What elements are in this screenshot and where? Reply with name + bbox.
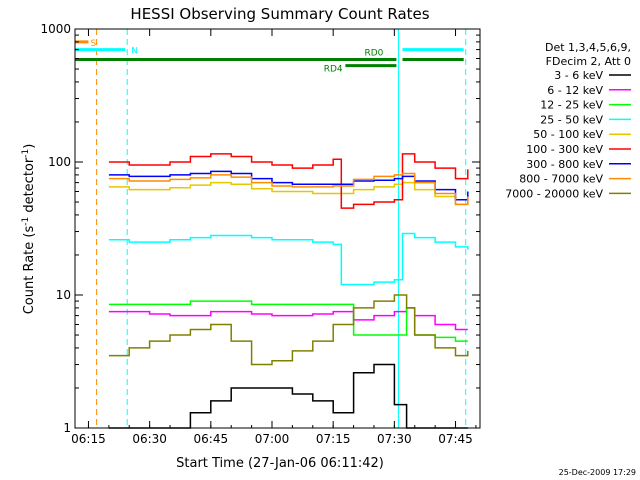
y-tick-label-0: 1 [63,421,71,435]
axis-ticks: 06:15 06:30 06:45 07:00 07:15 07:30 07:45 1 10 10… [40,22,480,446]
chart-title: HESSI Observing Summary Count Rates [130,5,429,23]
legend-label-7: 800 - 7000 keV [519,173,603,186]
series-line-5 [108,153,469,209]
y-axis-label: Count Rate (s-1 detector-1) [21,144,37,315]
plot-area: S N RD0 RD4 [74,29,469,429]
y-tick-label-2: 100 [48,155,71,169]
state-label-rd0: RD0 [364,48,383,58]
x-tick-label-0: 06:15 [71,432,106,446]
legend-label-1: 6 - 12 keV [547,84,603,97]
timestamp: 25-Dec-2009 17:29 [559,468,636,477]
legend-label-5: 100 - 300 keV [526,143,603,156]
x-tick-label-6: 07:45 [438,432,473,446]
x-tick-label-5: 07:30 [377,432,412,446]
y-axis-label-sup1: -1 [21,217,31,226]
y-axis-label-main: Count Rate (s [22,226,37,315]
legend-label-8: 7000 - 20000 keV [505,187,603,200]
series-line-6 [108,170,469,201]
y-axis-label-sup2: -1 [21,149,31,158]
y-tick-label-1: 10 [56,288,71,302]
legend-label-4: 50 - 100 keV [533,128,603,141]
series-line-4 [108,181,469,206]
state-label-s: S [90,39,96,49]
x-axis-label: Start Time (27-Jan-06 06:11:42) [176,456,384,471]
legend-label-0: 3 - 6 keV [554,69,603,82]
series-line-0 [108,363,468,429]
x-tick-label-2: 06:45 [194,432,229,446]
series-line-7 [108,172,469,206]
state-label-n: N [131,47,138,57]
legend-label-3: 25 - 50 keV [540,113,603,126]
plot-frame [74,28,481,429]
series-line-3 [108,232,469,286]
legend: Det 1,3,4,5,6,9,FDecim 2, Att 03 - 6 keV… [505,41,631,200]
y-tick-label-3: 1000 [40,22,71,36]
x-tick-label-3: 07:00 [255,432,290,446]
x-tick-label-1: 06:30 [132,432,167,446]
legend-label-2: 12 - 25 keV [540,99,603,112]
y-axis-label-mid: detector [22,157,37,217]
y-axis-label-end: ) [22,144,37,149]
series-line-8 [108,294,469,366]
legend-header-0: Det 1,3,4,5,6,9, [545,41,631,54]
legend-label-6: 300 - 800 keV [526,158,603,171]
legend-header-1: FDecim 2, Att 0 [546,55,631,68]
state-label-rd4: RD4 [324,65,343,75]
x-tick-label-4: 07:15 [316,432,351,446]
